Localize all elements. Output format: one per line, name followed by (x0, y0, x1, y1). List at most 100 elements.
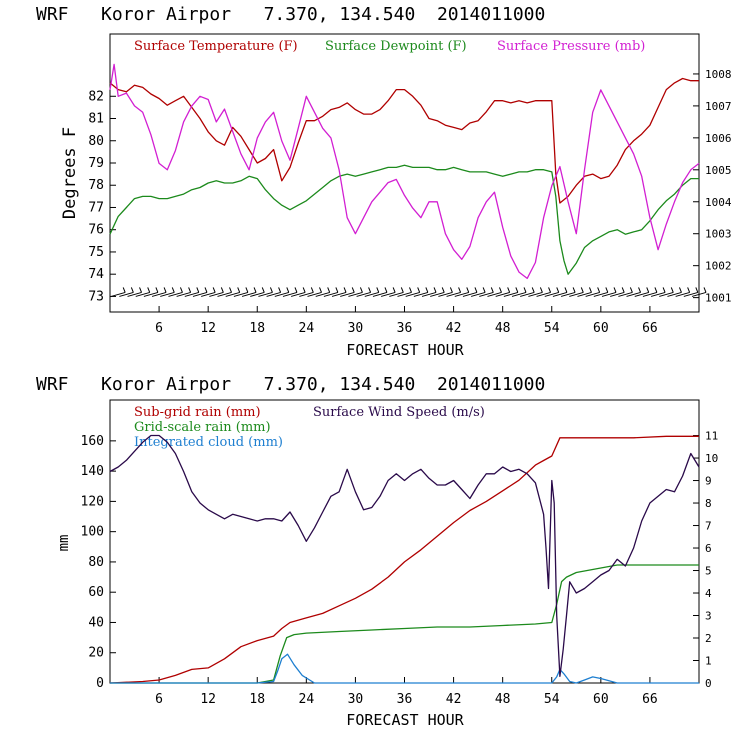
wind-barb-flag (449, 287, 453, 293)
wind-barb-flag (507, 287, 511, 293)
wind-barb-flag (359, 287, 363, 293)
series-line-grid-scale-rain-mm (110, 564, 699, 684)
wind-barb-staff (528, 291, 543, 297)
y2-tick-label: 1003 (705, 228, 732, 241)
y-tick-label: 140 (81, 464, 104, 479)
y2-tick-label: 4 (705, 587, 712, 600)
x-tick-label: 66 (642, 321, 658, 336)
wind-barb-flag (515, 287, 519, 293)
wind-barb-flag (589, 287, 592, 293)
wind-barb-flag (188, 287, 192, 293)
wind-barb-staff (111, 291, 126, 297)
y-tick-label: 120 (81, 494, 104, 509)
wind-barb-flag (629, 287, 633, 293)
y-tick-label: 79 (88, 156, 104, 171)
wind-barb-flag (687, 287, 691, 293)
series-line-integrated-cloud-mm (110, 653, 699, 684)
wind-barb-flag (376, 287, 380, 293)
wind-barb-flag (458, 287, 462, 293)
wind-barb-flag (261, 287, 265, 293)
top-legend: Surface Temperature (F) Surface Dewpoint… (134, 39, 645, 54)
y2-tick-label: 10 (705, 452, 718, 465)
y-tick-label: 40 (88, 615, 104, 630)
wind-barb-flag (139, 287, 143, 293)
wind-barb-staff (683, 291, 698, 297)
wind-barb-flag (163, 287, 167, 293)
wind-barb-staff (446, 291, 461, 297)
y2-tick-label: 2 (705, 632, 712, 645)
wind-barb-staff (552, 291, 568, 297)
wind-barb-staff (560, 291, 576, 297)
wind-barb-flag (523, 287, 527, 293)
wind-barb-flag (441, 287, 445, 293)
wind-barb-flag (531, 287, 535, 293)
wind-barb-flag (695, 287, 699, 293)
x-tick-label: 24 (299, 692, 315, 707)
wind-barb-flag (179, 287, 183, 293)
wind-barb-flag (670, 287, 674, 293)
wind-barb-flag (220, 287, 224, 293)
legend-gridscale-rain: Grid-scale rain (mm) (134, 420, 271, 435)
top-x-axis: 6 12 18 24 30 36 42 48 54 60 66 (155, 306, 658, 336)
wind-barb-flag (548, 287, 552, 293)
wind-barb-flag (147, 287, 151, 293)
wind-barb-flag (466, 287, 470, 293)
wind-barb-flag (229, 287, 232, 293)
wind-barb-staff (520, 291, 535, 297)
bottom-right-axis: 0 1 2 3 4 5 6 7 8 9 10 11 (693, 430, 718, 690)
bottom-chart-title: WRF Koror Airpor 7.370, 134.540 20140110… (36, 374, 545, 395)
wind-barb-staff (356, 291, 371, 297)
wind-barb-staff (372, 291, 388, 297)
wind-barb-staff (184, 291, 199, 297)
wind-barb-flag (605, 287, 609, 293)
wind-barb-staff (462, 291, 478, 297)
wind-barb-staff (495, 291, 510, 297)
series-line-surface-pressure-mb (109, 63, 700, 280)
wind-barb-staff (315, 291, 330, 297)
y2-tick-label: 5 (705, 565, 712, 578)
x-tick-label: 36 (397, 321, 413, 336)
wind-barb-flag (130, 287, 134, 293)
wind-barb-staff (381, 291, 396, 297)
y2-tick-label: 11 (705, 430, 718, 443)
wind-barb-staff (421, 291, 437, 297)
wind-barb-staff (143, 291, 159, 297)
wind-barb-flag (409, 287, 412, 293)
wind-barb-staff (168, 291, 183, 297)
wind-barb-staff (291, 291, 306, 297)
series-line-surface-temperature-f (109, 77, 699, 204)
y-tick-label: 81 (88, 112, 104, 127)
wind-barb-staff (389, 291, 404, 297)
wind-barb-flag (490, 287, 494, 293)
x-tick-label: 60 (593, 321, 609, 336)
wind-barb-staff (454, 291, 469, 297)
y-tick-label: 73 (88, 289, 104, 304)
wind-barb-flag (319, 287, 322, 293)
bottom-legend: Sub-grid rain (mm) Grid-scale rain (mm) … (134, 405, 485, 450)
x-tick-label: 30 (348, 692, 364, 707)
y2-tick-label: 1002 (705, 260, 732, 273)
wind-barb-flag (237, 287, 241, 293)
top-series-group (109, 63, 700, 280)
wind-barb-flag (245, 287, 249, 293)
wind-barb-staff (675, 291, 690, 297)
wind-barb-staff (577, 291, 592, 297)
wind-barb-flag (597, 287, 601, 293)
wind-barb-staff (241, 291, 257, 297)
wind-barb-staff (201, 291, 216, 297)
x-tick-label: 36 (397, 692, 413, 707)
wind-barb-staff (331, 291, 347, 297)
y2-tick-label: 6 (705, 542, 712, 555)
x-tick-label: 54 (544, 692, 560, 707)
y-tick-label: 20 (88, 646, 104, 661)
wind-barb-flag (269, 287, 273, 293)
y2-tick-label: 1007 (705, 100, 732, 113)
x-tick-label: 48 (495, 321, 511, 336)
wind-barb-staff (192, 291, 208, 297)
wind-barb-staff (250, 291, 265, 297)
y2-tick-label: 1 (705, 655, 712, 668)
wind-barb-staff (667, 291, 682, 297)
wind-barbs (111, 287, 707, 297)
bottom-left-axis: 0 20 40 60 80 100 120 140 160 (81, 434, 116, 691)
wind-barb-flag (425, 287, 429, 293)
